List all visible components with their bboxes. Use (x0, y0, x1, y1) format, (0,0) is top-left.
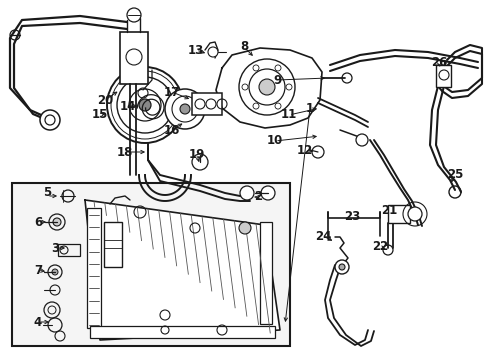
Circle shape (338, 264, 345, 270)
Text: 23: 23 (343, 210, 359, 222)
Text: 3: 3 (51, 242, 59, 255)
Text: 11: 11 (280, 108, 297, 122)
Text: 13: 13 (187, 44, 203, 57)
Circle shape (207, 47, 218, 57)
Text: 16: 16 (163, 123, 180, 136)
Text: 6: 6 (34, 216, 42, 229)
Text: 2: 2 (253, 190, 262, 203)
Text: 4: 4 (34, 315, 42, 328)
Text: 17: 17 (163, 85, 180, 99)
Text: 21: 21 (380, 203, 396, 216)
Text: 10: 10 (266, 135, 283, 148)
Circle shape (259, 79, 274, 95)
Bar (435, 65, 450, 87)
Bar (192, 93, 222, 115)
Circle shape (164, 89, 204, 129)
Text: 19: 19 (188, 148, 205, 162)
Bar (104, 222, 122, 267)
Text: 8: 8 (240, 40, 247, 54)
Bar (90, 326, 274, 338)
Text: 24: 24 (314, 230, 330, 243)
Circle shape (261, 186, 274, 200)
Text: 15: 15 (92, 108, 108, 122)
Circle shape (355, 134, 367, 146)
Circle shape (239, 59, 294, 115)
Circle shape (107, 67, 183, 143)
Circle shape (180, 104, 190, 114)
Circle shape (192, 154, 207, 170)
Text: 7: 7 (34, 264, 42, 276)
Circle shape (53, 218, 61, 226)
Text: 20: 20 (97, 94, 113, 107)
Text: 26: 26 (430, 55, 446, 68)
Text: 1: 1 (305, 102, 313, 114)
Text: 14: 14 (120, 99, 136, 112)
Circle shape (239, 222, 250, 234)
Text: 9: 9 (272, 73, 281, 86)
Bar (120, 32, 148, 84)
Circle shape (407, 207, 421, 221)
Circle shape (52, 269, 58, 275)
Text: 5: 5 (43, 186, 51, 199)
Circle shape (311, 146, 324, 158)
Text: 22: 22 (371, 240, 387, 253)
Text: 12: 12 (296, 144, 312, 157)
Polygon shape (216, 48, 321, 128)
Bar (260, 222, 271, 324)
Circle shape (334, 260, 348, 274)
Polygon shape (85, 200, 280, 340)
Circle shape (139, 99, 151, 111)
Circle shape (40, 110, 60, 130)
Bar (87, 208, 101, 328)
Text: 25: 25 (446, 168, 462, 181)
Circle shape (127, 8, 141, 22)
Circle shape (240, 186, 253, 200)
Bar (58, 244, 80, 256)
Bar (12, 183, 289, 346)
Bar (387, 205, 409, 223)
Text: 18: 18 (117, 145, 133, 158)
